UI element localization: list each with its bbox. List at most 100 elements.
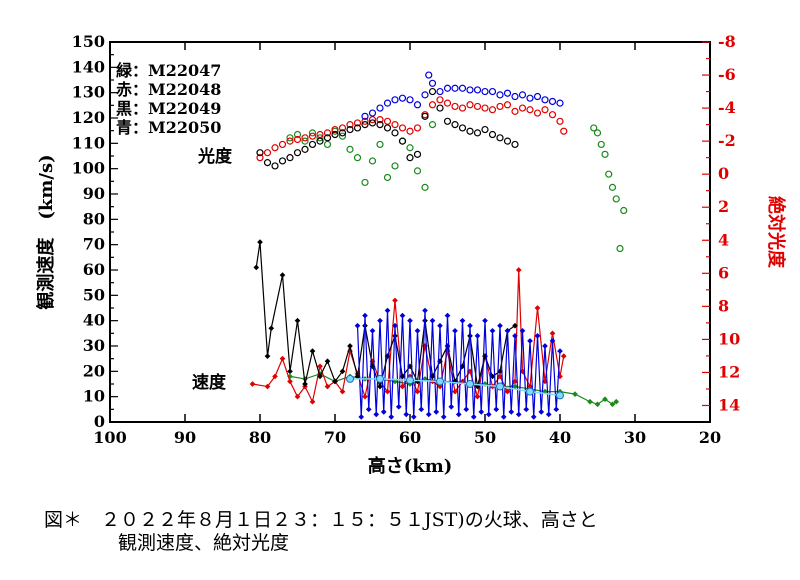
brightness-point <box>338 124 347 132</box>
y-left-tick-label: 50 <box>83 285 105 304</box>
brightness-point <box>597 140 605 149</box>
speed-point <box>497 373 503 380</box>
speed-point <box>279 355 286 362</box>
brightness-point <box>421 112 429 120</box>
brightness-point <box>308 140 317 149</box>
speed-point <box>317 363 323 370</box>
brightness-point <box>398 124 407 132</box>
brightness-point <box>608 183 617 191</box>
speed-point <box>373 411 380 418</box>
y-axis-right-label: 絶対光度 <box>765 196 787 269</box>
brightness-point <box>518 91 527 99</box>
brightness-point <box>383 173 392 182</box>
y-left-tick-label: 150 <box>72 32 105 51</box>
brightness-point <box>601 150 609 158</box>
brightness-point <box>376 121 384 129</box>
y-right-tick-label: 8 <box>718 296 729 315</box>
brightness-point <box>286 154 294 162</box>
speed-point <box>560 353 567 359</box>
x-axis-label: 高さ(km) <box>368 455 453 477</box>
speed-point <box>347 343 353 349</box>
brightness-point <box>526 106 534 114</box>
legend: 緑：M22047 赤：M22048 黒：M22049 青：M22050 <box>116 61 221 137</box>
brightness-point <box>256 154 264 162</box>
brightness-point <box>331 125 339 134</box>
y-axis-left: 0 10 20 30 40 50 60 70 80 90 100 110 120 130 140 150 <box>72 32 118 431</box>
speed-point <box>433 409 440 415</box>
brightness-point <box>488 106 497 114</box>
brightness-point <box>383 99 392 107</box>
brightness-point <box>503 137 512 145</box>
brightness-point <box>488 87 497 96</box>
speed-point <box>489 327 496 334</box>
speed-fit-point <box>466 380 474 388</box>
speed-point <box>309 348 316 354</box>
speed-point <box>474 333 481 339</box>
brightness-point <box>458 84 467 92</box>
brightness-point <box>443 117 452 125</box>
brightness-point <box>353 119 362 127</box>
speed-point <box>257 239 263 245</box>
speed-point <box>358 414 365 420</box>
brightness-point <box>278 157 287 165</box>
speed-point <box>553 406 560 413</box>
brightness-point <box>271 144 279 152</box>
brightness-point <box>481 87 489 96</box>
speed-point <box>493 406 500 413</box>
brightness-point <box>511 107 519 115</box>
speed-point <box>324 358 331 365</box>
speed-point <box>279 272 286 278</box>
brightness-point <box>308 132 317 140</box>
brightness-point <box>293 135 302 144</box>
brightness-point <box>406 96 414 104</box>
brightness-point <box>301 134 309 142</box>
speed-point <box>403 411 410 418</box>
brightness-point <box>428 121 437 129</box>
speed-point <box>534 305 541 311</box>
brightness-point <box>428 79 437 87</box>
brightness-point <box>421 91 429 99</box>
y-left-tick-label: 120 <box>72 108 105 127</box>
speed-point <box>504 388 511 395</box>
speed-point <box>425 411 432 418</box>
speed-point <box>545 411 552 418</box>
speed-point <box>392 322 398 329</box>
brightness-point <box>398 94 407 102</box>
speed-point <box>534 333 541 339</box>
speed-point <box>452 388 458 395</box>
brightness-point <box>428 87 437 96</box>
brightness-point <box>353 154 362 162</box>
brightness-point <box>533 109 542 117</box>
speed-point <box>515 267 522 273</box>
speed-point <box>500 414 507 420</box>
legend-entry-black: 黒：M22049 <box>116 99 221 118</box>
brightness-point <box>436 87 444 96</box>
brightness-point <box>473 129 482 137</box>
speed-point <box>549 330 556 337</box>
y-left-tick-label: 10 <box>83 387 105 406</box>
speed-point <box>609 401 616 408</box>
brightness-point <box>503 89 512 97</box>
brightness-point <box>593 129 602 137</box>
speed-point <box>602 396 608 403</box>
brightness-point <box>496 134 504 142</box>
brightness-point <box>368 116 377 124</box>
brightness-point <box>338 129 347 137</box>
speed-point <box>444 343 451 349</box>
speed-point <box>504 327 511 334</box>
brightness-point <box>383 117 392 125</box>
speed-fit-point <box>496 382 504 391</box>
speed-point <box>384 388 391 395</box>
speed-point <box>497 322 503 329</box>
speed-point <box>448 403 455 410</box>
x-tick-label: 90 <box>174 428 196 447</box>
y-left-tick-label: 130 <box>72 83 105 102</box>
speed-point <box>482 317 488 324</box>
speed-point <box>309 398 316 405</box>
speed-fit-point <box>556 391 564 400</box>
brightness-point <box>346 121 354 129</box>
speed-point <box>414 388 421 395</box>
brightness-point <box>451 121 459 129</box>
speed-point <box>369 327 376 334</box>
brightness-point <box>353 124 362 132</box>
